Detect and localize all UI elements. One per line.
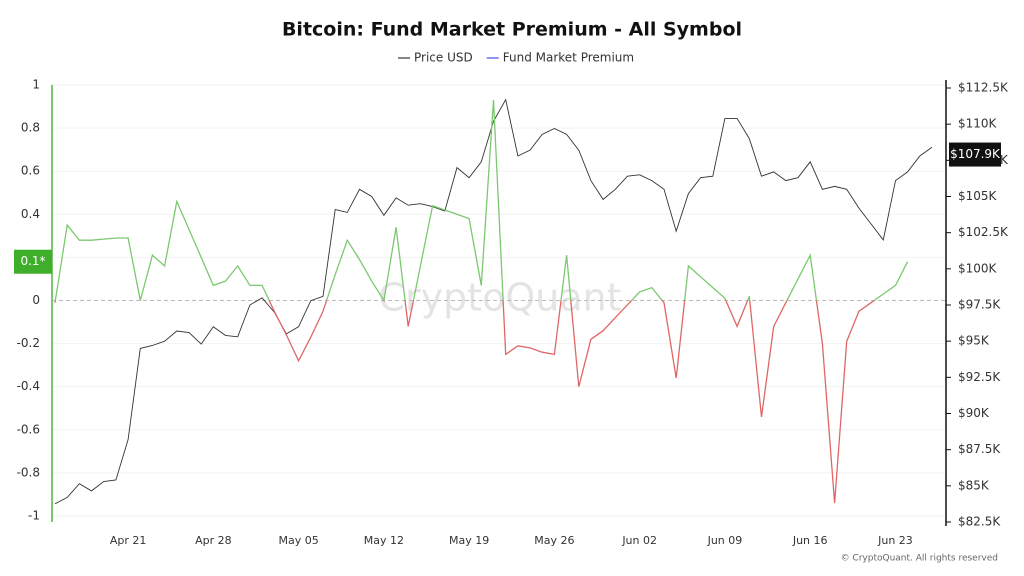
y-tick-label: 0.8 xyxy=(21,121,40,135)
legend-label: Price USD xyxy=(414,51,473,65)
y2-tick-label: $85K xyxy=(958,478,990,492)
y-tick-label: 0.4 xyxy=(21,207,40,221)
y-tick-label: -0.4 xyxy=(17,379,40,393)
x-tick-label: Jun 09 xyxy=(707,534,743,547)
x-tick-label: Jun 23 xyxy=(877,534,913,547)
y2-tick-label: $100K xyxy=(958,261,998,275)
y2-tick-label: $87.5K xyxy=(958,442,1001,456)
y2-tick-label: $82.5K xyxy=(958,515,1001,529)
y-tick-label: -0.8 xyxy=(17,465,40,479)
chart-title: Bitcoin: Fund Market Premium - All Symbo… xyxy=(282,19,742,41)
y-tick-label: -0.6 xyxy=(17,422,40,436)
y2-tick-label: $110K xyxy=(958,117,998,131)
x-tick-label: May 26 xyxy=(534,534,574,547)
y-tick-label: 1 xyxy=(32,78,40,92)
y2-tick-label: $97.5K xyxy=(958,298,1001,312)
x-tick-label: Apr 21 xyxy=(110,534,147,547)
x-tick-label: Jun 02 xyxy=(621,534,657,547)
x-tick-label: Jun 16 xyxy=(792,534,828,547)
y-tick-label: 0 xyxy=(32,293,40,307)
x-tick-label: May 12 xyxy=(364,534,404,547)
value-badge xyxy=(949,142,1001,167)
value-badge-label: $107.9K xyxy=(950,147,1001,161)
x-tick-label: Apr 28 xyxy=(195,534,232,547)
y2-tick-label: $112.5K xyxy=(958,81,1009,95)
y2-tick-label: $102.5K xyxy=(958,225,1009,239)
line-series xyxy=(54,100,909,504)
y2-tick-label: $105K xyxy=(958,189,998,203)
y2-tick-label: $90K xyxy=(958,406,990,420)
x-tick-label: May 05 xyxy=(278,534,318,547)
y-tick-label: -0.2 xyxy=(17,336,40,350)
value-badge-label: 0.1* xyxy=(20,254,45,268)
x-tick-label: May 19 xyxy=(449,534,489,547)
y-tick-label: -1 xyxy=(28,509,40,523)
watermark: CryptoQuant xyxy=(378,276,621,320)
footer: © CryptoQuant. All rights reserved xyxy=(841,554,998,564)
legend-label: Fund Market Premium xyxy=(503,51,634,65)
y-tick-label: 0.6 xyxy=(21,164,40,178)
y2-tick-label: $92.5K xyxy=(958,370,1001,384)
line-series xyxy=(54,98,933,505)
y2-tick-label: $95K xyxy=(958,334,990,348)
value-badge xyxy=(14,249,52,274)
